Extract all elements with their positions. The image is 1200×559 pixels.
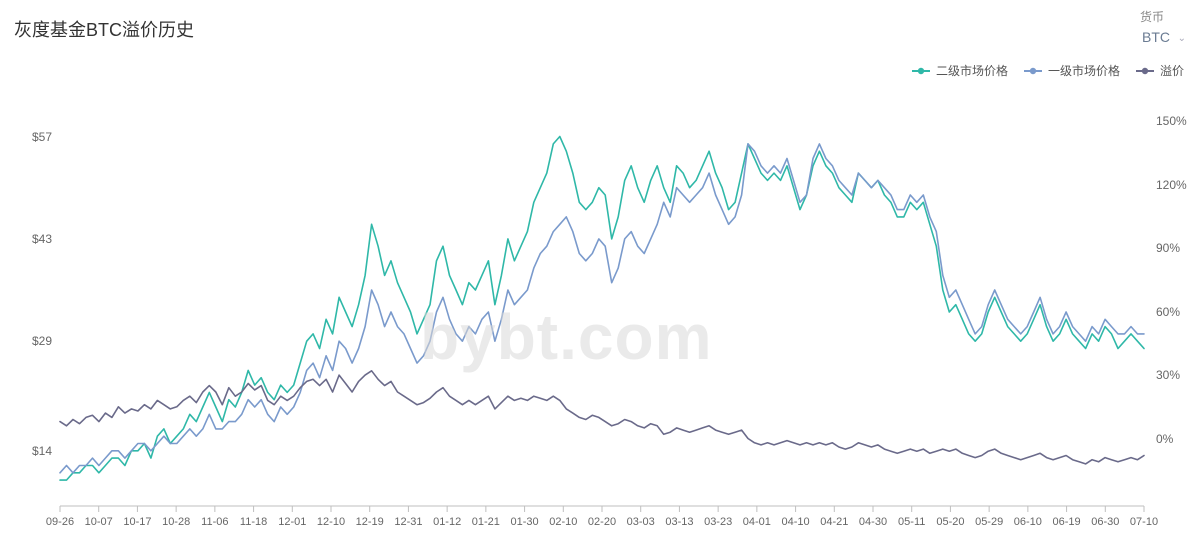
y-left-tick: $57	[16, 130, 52, 144]
legend-item-primary[interactable]: 一级市场价格	[1024, 62, 1120, 79]
y-right-tick: 30%	[1156, 368, 1180, 382]
page-title: 灰度基金BTC溢价历史	[14, 16, 194, 42]
x-tick: 01-21	[472, 516, 500, 528]
legend-swatch-icon	[1136, 66, 1154, 76]
x-tick: 05-20	[936, 516, 964, 528]
y-right-tick: 120%	[1156, 178, 1187, 192]
legend-label: 溢价	[1160, 62, 1184, 79]
x-tick: 12-31	[394, 516, 422, 528]
x-tick: 06-19	[1052, 516, 1080, 528]
currency-selector: 货币 BTC ⌄	[1140, 8, 1188, 47]
x-tick: 11-18	[240, 516, 267, 528]
x-tick: 10-17	[123, 516, 151, 528]
premium-history-chart: $14 $29 $43 $57 0% 30% 60% 90% 120% 150% 09-26 10-0…	[0, 94, 1200, 539]
currency-label: 货币	[1140, 8, 1188, 25]
x-tick: 01-30	[510, 516, 538, 528]
legend-label: 二级市场价格	[936, 62, 1008, 79]
x-tick: 03-23	[704, 516, 732, 528]
y-right-tick: 0%	[1156, 432, 1173, 446]
x-tick: 02-20	[588, 516, 616, 528]
x-tick: 09-26	[46, 516, 74, 528]
x-tick: 05-11	[898, 516, 925, 528]
legend-swatch-icon	[1024, 66, 1042, 76]
y-right-tick: 150%	[1156, 114, 1187, 128]
x-tick: 12-19	[356, 516, 384, 528]
x-tick: 06-30	[1091, 516, 1119, 528]
x-tick: 04-10	[781, 516, 809, 528]
y-right-tick: 60%	[1156, 305, 1180, 319]
x-tick: 12-01	[278, 516, 306, 528]
x-tick: 06-10	[1014, 516, 1042, 528]
x-tick: 11-06	[201, 516, 228, 528]
x-tick: 04-01	[743, 516, 771, 528]
x-tick: 07-10	[1130, 516, 1158, 528]
y-right-tick: 90%	[1156, 241, 1180, 255]
series-line	[60, 371, 1144, 464]
x-tick: 10-28	[162, 516, 190, 528]
legend-item-premium[interactable]: 溢价	[1136, 62, 1184, 79]
x-tick: 02-10	[549, 516, 577, 528]
x-tick: 10-07	[85, 516, 113, 528]
x-tick: 12-10	[317, 516, 345, 528]
chevron-down-icon: ⌄	[1178, 33, 1186, 44]
x-tick: 01-12	[433, 516, 461, 528]
x-tick: 03-03	[627, 516, 655, 528]
chart-legend: 二级市场价格 一级市场价格 溢价	[912, 62, 1184, 79]
legend-item-secondary[interactable]: 二级市场价格	[912, 62, 1008, 79]
x-tick: 04-30	[859, 516, 887, 528]
x-tick: 03-13	[665, 516, 693, 528]
x-tick: 05-29	[975, 516, 1003, 528]
legend-label: 一级市场价格	[1048, 62, 1120, 79]
y-left-tick: $29	[16, 334, 52, 348]
y-left-tick: $14	[16, 444, 52, 458]
legend-swatch-icon	[912, 66, 930, 76]
x-tick: 04-21	[820, 516, 848, 528]
y-left-tick: $43	[16, 232, 52, 246]
series-line	[60, 144, 1144, 473]
